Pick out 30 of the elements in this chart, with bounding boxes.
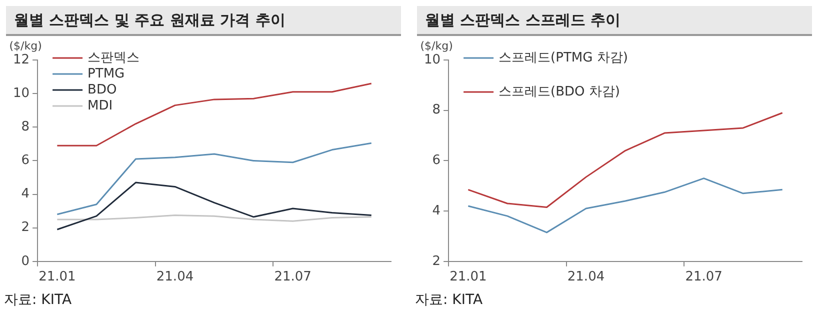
text: 자료: KITA <box>3 291 73 310</box>
y-axis-title: ($/kg) <box>420 39 453 52</box>
y-tick-label: 0 <box>21 254 30 269</box>
text: 자료: KITA <box>414 291 484 310</box>
y-tick-label: 6 <box>432 153 441 168</box>
y-tick-label: 10 <box>424 52 441 68</box>
y-axis-title: ($/kg) <box>9 39 42 52</box>
x-tick-label: 21.04 <box>567 270 605 285</box>
legend-label: PTMG <box>88 66 125 82</box>
y-tick-label: 8 <box>21 120 30 135</box>
x-tick-label: 21.07 <box>274 270 312 285</box>
y-tick-label: 12 <box>12 52 30 68</box>
x-tick-label: 21.04 <box>156 270 194 285</box>
legend-label: MDI <box>88 98 113 114</box>
chart-title: 월별 스판덱스 스프레드 추이 <box>417 6 812 36</box>
y-tick-label: 10 <box>12 86 30 101</box>
legend-label: 스판덱스 <box>88 50 140 66</box>
y-tick-label: 8 <box>432 102 441 118</box>
x-tick-label: 21.07 <box>685 270 722 285</box>
legend-label: 스프레드(PTMG 차감) <box>498 50 628 66</box>
legend-label: BDO <box>88 82 117 98</box>
y-tick-label: 4 <box>21 186 30 202</box>
chart-title: 월별 스판덱스 및 주요 원재료 가격 추이 <box>6 6 401 36</box>
y-tick-label: 4 <box>432 203 441 218</box>
y-tick-label: 6 <box>21 153 30 168</box>
legend-label: 스프레드(BDO 차감) <box>498 84 620 100</box>
y-tick-label: 2 <box>21 220 30 236</box>
x-tick-label: 21.01 <box>450 270 487 285</box>
y-tick-label: 2 <box>432 254 441 269</box>
x-tick-label: 21.01 <box>38 270 76 285</box>
